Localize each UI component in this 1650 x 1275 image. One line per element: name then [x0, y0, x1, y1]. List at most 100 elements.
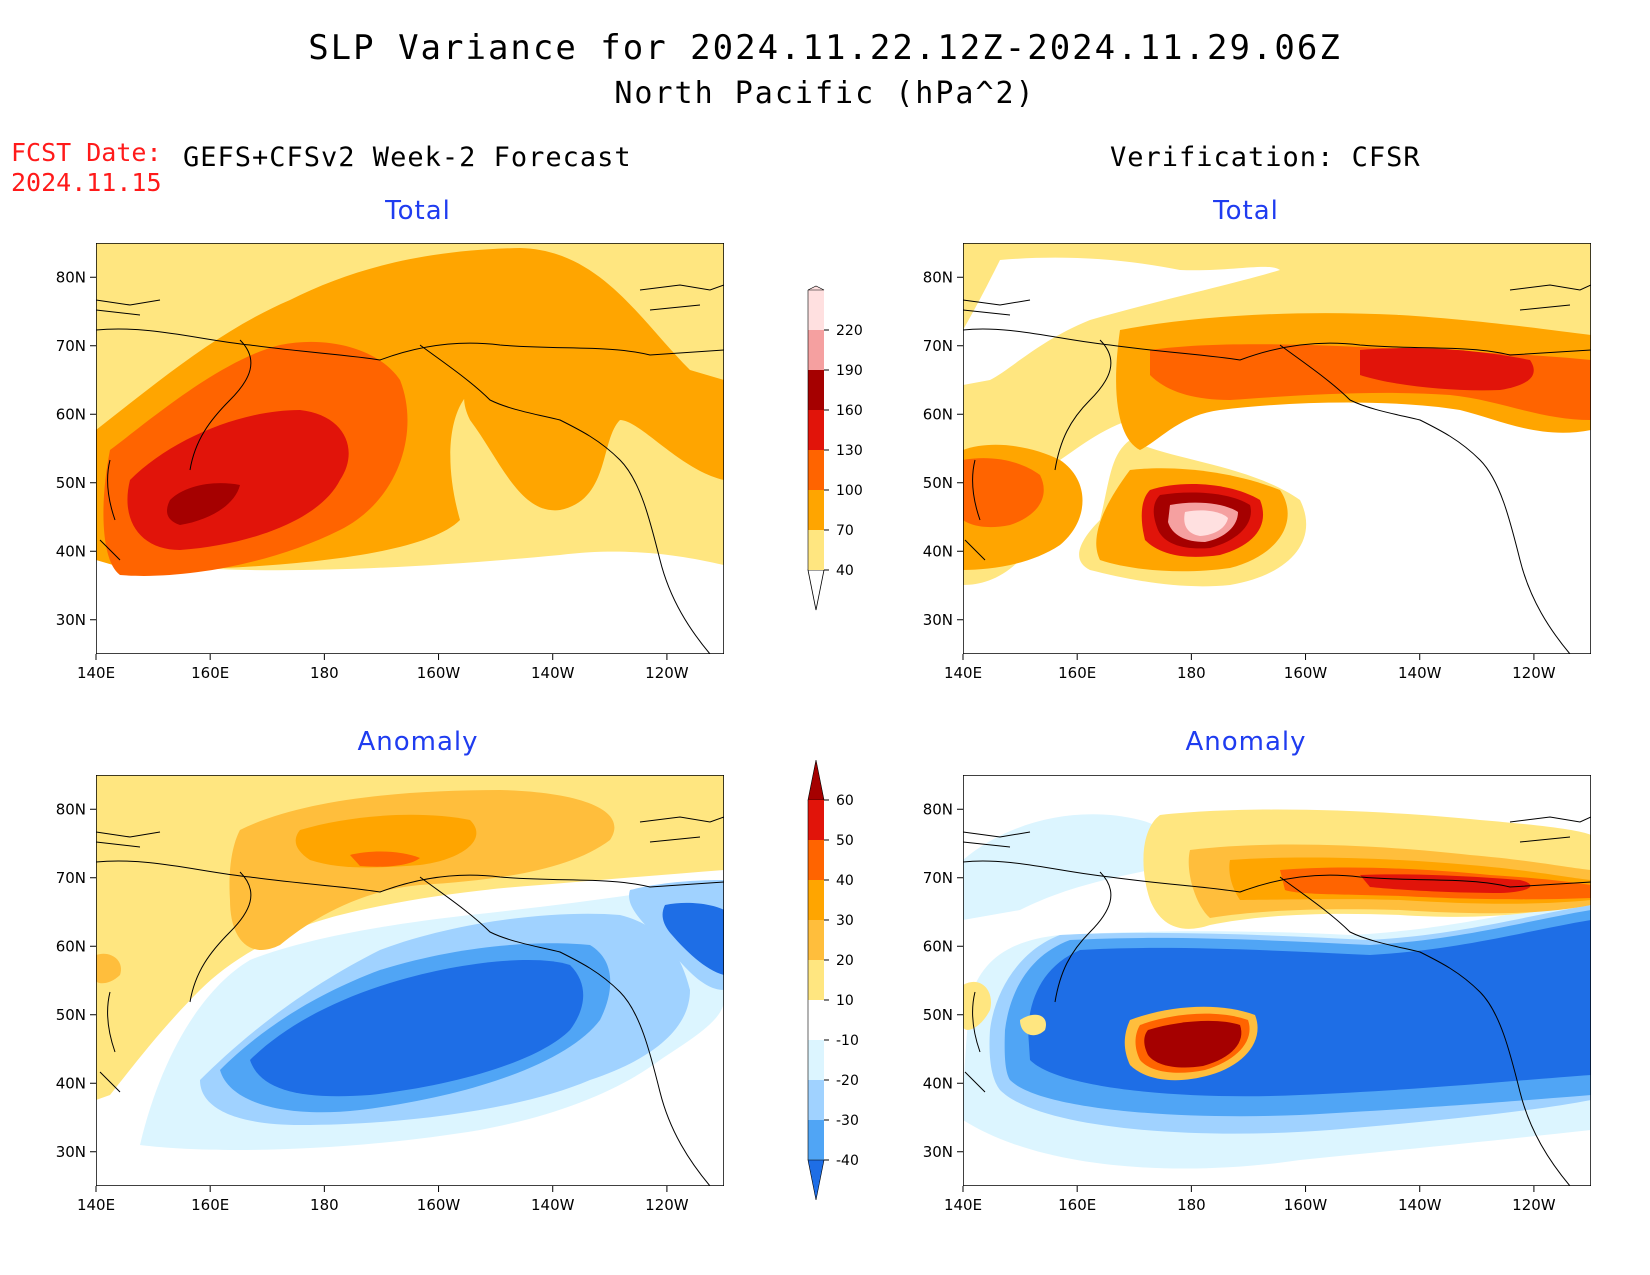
- fcst-date-value: 2024.11.15: [11, 168, 162, 197]
- lon-tick-label: 160W: [417, 1196, 461, 1214]
- colorbar-swatch: [808, 410, 824, 450]
- colorbar-level-label: 70: [836, 523, 854, 539]
- lat-tick-label: 40N: [923, 542, 953, 560]
- lon-tick-label: 160W: [1284, 1196, 1328, 1214]
- lat-tick-label: 70N: [56, 337, 86, 355]
- colorbar-swatch: [808, 370, 824, 410]
- colorbar-swatch: [808, 920, 824, 960]
- lon-tick-label: 180: [1177, 1196, 1206, 1214]
- lat-tick-label: 70N: [923, 337, 953, 355]
- lat-tick-label: 50N: [56, 1006, 86, 1024]
- lon-tick-label: 120W: [645, 1196, 689, 1214]
- lat-tick-label: 80N: [56, 268, 86, 286]
- colorbar-level-label: 100: [836, 483, 863, 499]
- lon-tick-label: 160W: [417, 664, 461, 682]
- colorbar-level-label: 190: [836, 363, 863, 379]
- colorbar-swatch: [808, 880, 824, 920]
- colorbar-level-label: 220: [836, 323, 863, 339]
- colorbar-swatch: [808, 450, 824, 490]
- map-verification-total: [963, 243, 1591, 654]
- lat-tick-label: 30N: [56, 1143, 86, 1161]
- colorbar-lower-extension: [807, 1159, 825, 1201]
- lon-tick-label: 140E: [944, 1196, 982, 1214]
- colorbar-swatch: [808, 1040, 824, 1080]
- lon-tick-label: 140E: [77, 1196, 115, 1214]
- lat-tick-label: 30N: [923, 1143, 953, 1161]
- lon-tick-label: 160E: [191, 664, 229, 682]
- colorbar-level-label: 40: [836, 873, 854, 889]
- lat-tick-label: 80N: [923, 800, 953, 818]
- lon-tick-label: 160E: [1058, 1196, 1096, 1214]
- lat-tick-label: 60N: [923, 937, 953, 955]
- colorbar-level-label: 10: [836, 993, 854, 1009]
- colorbar-lower-extension: [807, 569, 825, 611]
- verification-column-heading: Verification: CFSR: [1110, 142, 1421, 173]
- lon-tick-label: 120W: [1512, 664, 1556, 682]
- lat-tick-label: 70N: [923, 869, 953, 887]
- colorbar-swatch: [808, 330, 824, 370]
- colorbar-level-label: 160: [836, 403, 863, 419]
- colorbar-level-label: 20: [836, 953, 854, 969]
- lat-tick-label: 60N: [56, 405, 86, 423]
- lat-tick-label: 50N: [923, 474, 953, 492]
- lon-tick-label: 180: [310, 664, 339, 682]
- colorbar-upper-extension: [807, 285, 825, 291]
- lon-tick-label: 140E: [944, 664, 982, 682]
- main-title: SLP Variance for 2024.11.22.12Z-2024.11.…: [308, 28, 1342, 68]
- panel-title-verification-anomaly: Anomaly: [1185, 727, 1306, 757]
- fcst-date-label: FCST Date:: [11, 138, 162, 167]
- colorbar-anomaly: 60 50 40 30 20 10 -10 -20 -30 -40: [807, 759, 859, 1201]
- lon-tick-label: 180: [310, 1196, 339, 1214]
- lon-tick-label: 160E: [1058, 664, 1096, 682]
- colorbar-level-label: 130: [836, 443, 863, 459]
- lon-tick-label: 120W: [645, 664, 689, 682]
- lat-tick-label: 40N: [923, 1074, 953, 1092]
- colorbar-swatch: [808, 960, 824, 1000]
- lon-tick-label: 140W: [1398, 1196, 1442, 1214]
- lon-tick-label: 140W: [531, 1196, 575, 1214]
- lat-tick-label: 80N: [923, 268, 953, 286]
- lat-tick-label: 30N: [923, 611, 953, 629]
- colorbar-swatch: [808, 1080, 824, 1120]
- lat-tick-label: 80N: [56, 800, 86, 818]
- colorbar-swatch: [808, 530, 824, 570]
- lat-tick-label: 70N: [56, 869, 86, 887]
- colorbar-swatch: [808, 800, 824, 840]
- forecast-column-heading: GEFS+CFSv2 Week-2 Forecast: [183, 142, 632, 173]
- colorbar-swatch: [808, 490, 824, 530]
- colorbar-level-label: 50: [836, 833, 854, 849]
- map-verification-anomaly: [963, 775, 1591, 1186]
- colorbar-swatch: [808, 1000, 824, 1040]
- lon-tick-label: 160W: [1284, 664, 1328, 682]
- colorbar-swatch: [808, 840, 824, 880]
- panel-title-forecast-total: Total: [384, 196, 451, 226]
- lon-tick-label: 180: [1177, 664, 1206, 682]
- colorbar-swatch: [808, 290, 824, 330]
- lat-tick-label: 60N: [923, 405, 953, 423]
- panel-title-verification-total: Total: [1212, 196, 1279, 226]
- colorbar-total: 40 70 100 130 160 190 220: [807, 285, 863, 611]
- lon-tick-label: 140W: [1398, 664, 1442, 682]
- lat-tick-label: 40N: [56, 542, 86, 560]
- lon-tick-label: 160E: [191, 1196, 229, 1214]
- lat-tick-label: 50N: [923, 1006, 953, 1024]
- panel-title-forecast-anomaly: Anomaly: [357, 727, 478, 757]
- map-forecast-anomaly: [96, 775, 724, 1186]
- colorbar-level-label: 40: [836, 563, 854, 579]
- lat-tick-label: 30N: [56, 611, 86, 629]
- colorbar-level-label: -40: [836, 1153, 859, 1169]
- lat-tick-label: 50N: [56, 474, 86, 492]
- colorbar-level-label: -30: [836, 1113, 859, 1129]
- lat-tick-label: 60N: [56, 937, 86, 955]
- map-forecast-total: [96, 243, 724, 654]
- colorbar-level-label: 30: [836, 913, 854, 929]
- axis-ticks: 80N 70N 60N 50N 40N 30N 140E 160E 180 160W 140W 120…: [56, 268, 1556, 1214]
- colorbar-level-label: -10: [836, 1033, 859, 1049]
- main-subtitle: North Pacific (hPa^2): [614, 76, 1036, 111]
- colorbar-level-label: 60: [836, 793, 854, 809]
- colorbar-upper-extension: [807, 759, 825, 801]
- lon-tick-label: 140W: [531, 664, 575, 682]
- colorbar-swatch: [808, 1120, 824, 1160]
- lon-tick-label: 120W: [1512, 1196, 1556, 1214]
